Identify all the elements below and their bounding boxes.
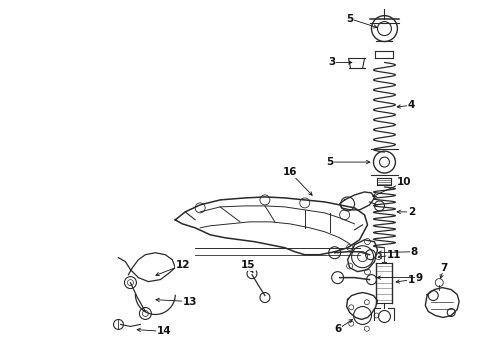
Text: 6: 6	[334, 324, 341, 334]
Text: 15: 15	[241, 260, 255, 270]
Text: 11: 11	[387, 250, 402, 260]
Text: 7: 7	[441, 263, 448, 273]
Text: 10: 10	[397, 177, 412, 187]
Text: 9: 9	[416, 273, 423, 283]
Text: 5: 5	[346, 14, 353, 24]
Text: 1: 1	[408, 275, 415, 285]
Text: 12: 12	[176, 260, 191, 270]
Text: 14: 14	[157, 327, 172, 336]
Text: 16: 16	[283, 167, 297, 177]
Text: 2: 2	[408, 207, 415, 217]
Text: 3: 3	[328, 58, 335, 67]
Text: 4: 4	[408, 100, 415, 110]
Text: 8: 8	[411, 247, 418, 257]
Text: 5: 5	[326, 157, 333, 167]
Text: 13: 13	[183, 297, 197, 306]
